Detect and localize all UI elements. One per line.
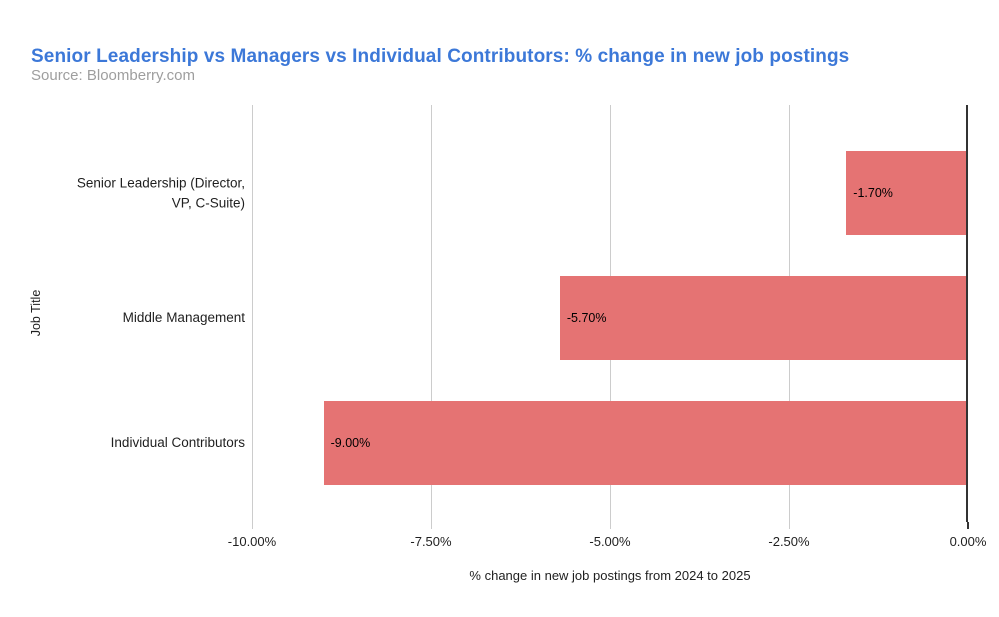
y-axis-title: Job Title <box>29 289 43 337</box>
x-axis-tick-label: 0.00% <box>949 534 987 549</box>
bar-value-label: -5.70% <box>566 311 607 325</box>
category-label: Individual Contributors <box>110 435 245 451</box>
x-axis-tick-label: -5.00% <box>589 534 631 549</box>
bar-value-label: -9.00% <box>330 436 371 450</box>
gridline <box>430 105 432 522</box>
chart-title: Senior Leadership vs Managers vs Individ… <box>31 45 850 67</box>
plot-area: -1.70% -5.70% -9.00% <box>251 105 968 522</box>
gridline <box>251 105 253 522</box>
bar-value-label: -1.70% <box>853 186 893 200</box>
x-axis-title: % change in new job postings from 2024 t… <box>469 568 751 583</box>
x-axis-tick-label: -2.50% <box>768 534 810 549</box>
x-axis-tick <box>788 522 790 529</box>
x-axis-tick <box>430 522 432 529</box>
x-axis-tick <box>251 522 253 529</box>
category-label: Middle Management <box>122 310 245 326</box>
chart-source: Source: Bloomberry.com <box>31 67 195 84</box>
bar-0[interactable]: -1.70% <box>846 151 968 235</box>
x-axis-tick-label: -7.50% <box>410 534 452 549</box>
bar-1[interactable]: -5.70% <box>559 276 968 360</box>
x-axis-tick <box>609 522 611 529</box>
x-axis-tick <box>967 522 969 529</box>
bar-2[interactable]: -9.00% <box>323 401 968 485</box>
x-axis-tick-label: -10.00% <box>227 534 277 549</box>
category-label: Senior Leadership (Director, VP, C-Suite… <box>76 175 245 210</box>
zero-axis-line <box>966 105 968 522</box>
